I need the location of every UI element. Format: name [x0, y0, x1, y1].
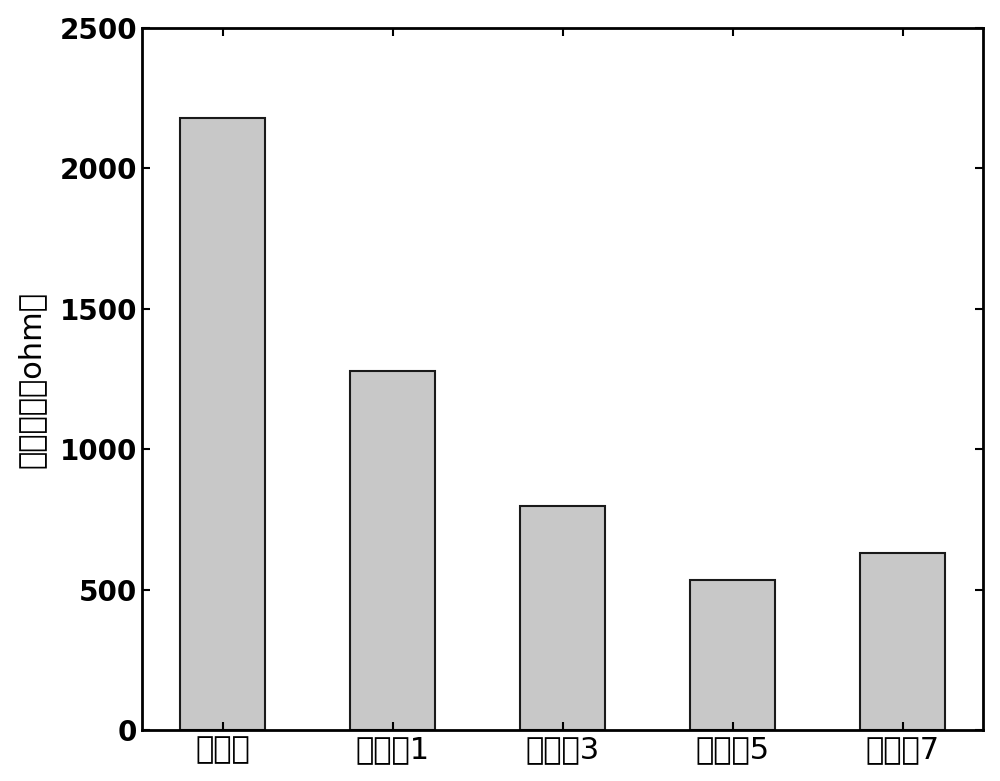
Bar — [860, 554, 945, 730]
Bar — [180, 118, 265, 730]
Y-axis label: 界面际抗（ohm）: 界面际抗（ohm） — [17, 291, 46, 468]
Bar — [690, 580, 775, 730]
Bar — [350, 371, 435, 730]
Bar — [520, 505, 605, 730]
